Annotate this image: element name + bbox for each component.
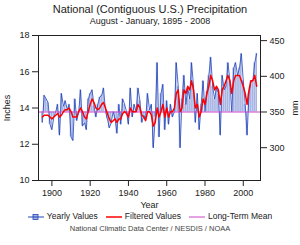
svg-text:Year: Year xyxy=(140,200,158,210)
svg-text:16: 16 xyxy=(19,67,29,77)
html-text:National Climatic Data Center: National Climatic Data Center / NESDIS /… xyxy=(69,224,231,233)
svg-text:14: 14 xyxy=(19,103,29,113)
html-text:National (Contiguous U.S.) Pre: National (Contiguous U.S.) Precipitation xyxy=(52,3,248,15)
html-text:Filtered Values: Filtered Values xyxy=(124,211,181,221)
svg-text:12: 12 xyxy=(19,139,29,149)
svg-text:450: 450 xyxy=(270,36,285,46)
svg-text:400: 400 xyxy=(270,71,285,81)
svg-text:300: 300 xyxy=(270,143,285,153)
svg-text:18: 18 xyxy=(19,30,29,40)
html-text:August - January, 1895 - 2008: August - January, 1895 - 2008 xyxy=(89,16,211,26)
svg-text:350: 350 xyxy=(270,107,285,117)
svg-text:10: 10 xyxy=(19,175,29,185)
html-text:Long-Term Mean: Long-Term Mean xyxy=(207,211,273,221)
svg-text:Inches: Inches xyxy=(2,94,12,121)
svg-text:1940: 1940 xyxy=(118,188,138,198)
svg-text:1960: 1960 xyxy=(157,188,177,198)
html-text:Yearly Values: Yearly Values xyxy=(46,211,98,221)
svg-text:2000: 2000 xyxy=(233,188,253,198)
svg-text:1920: 1920 xyxy=(80,188,100,198)
svg-text:1980: 1980 xyxy=(195,188,215,198)
svg-text:mm: mm xyxy=(290,101,300,116)
svg-text:1900: 1900 xyxy=(42,188,62,198)
